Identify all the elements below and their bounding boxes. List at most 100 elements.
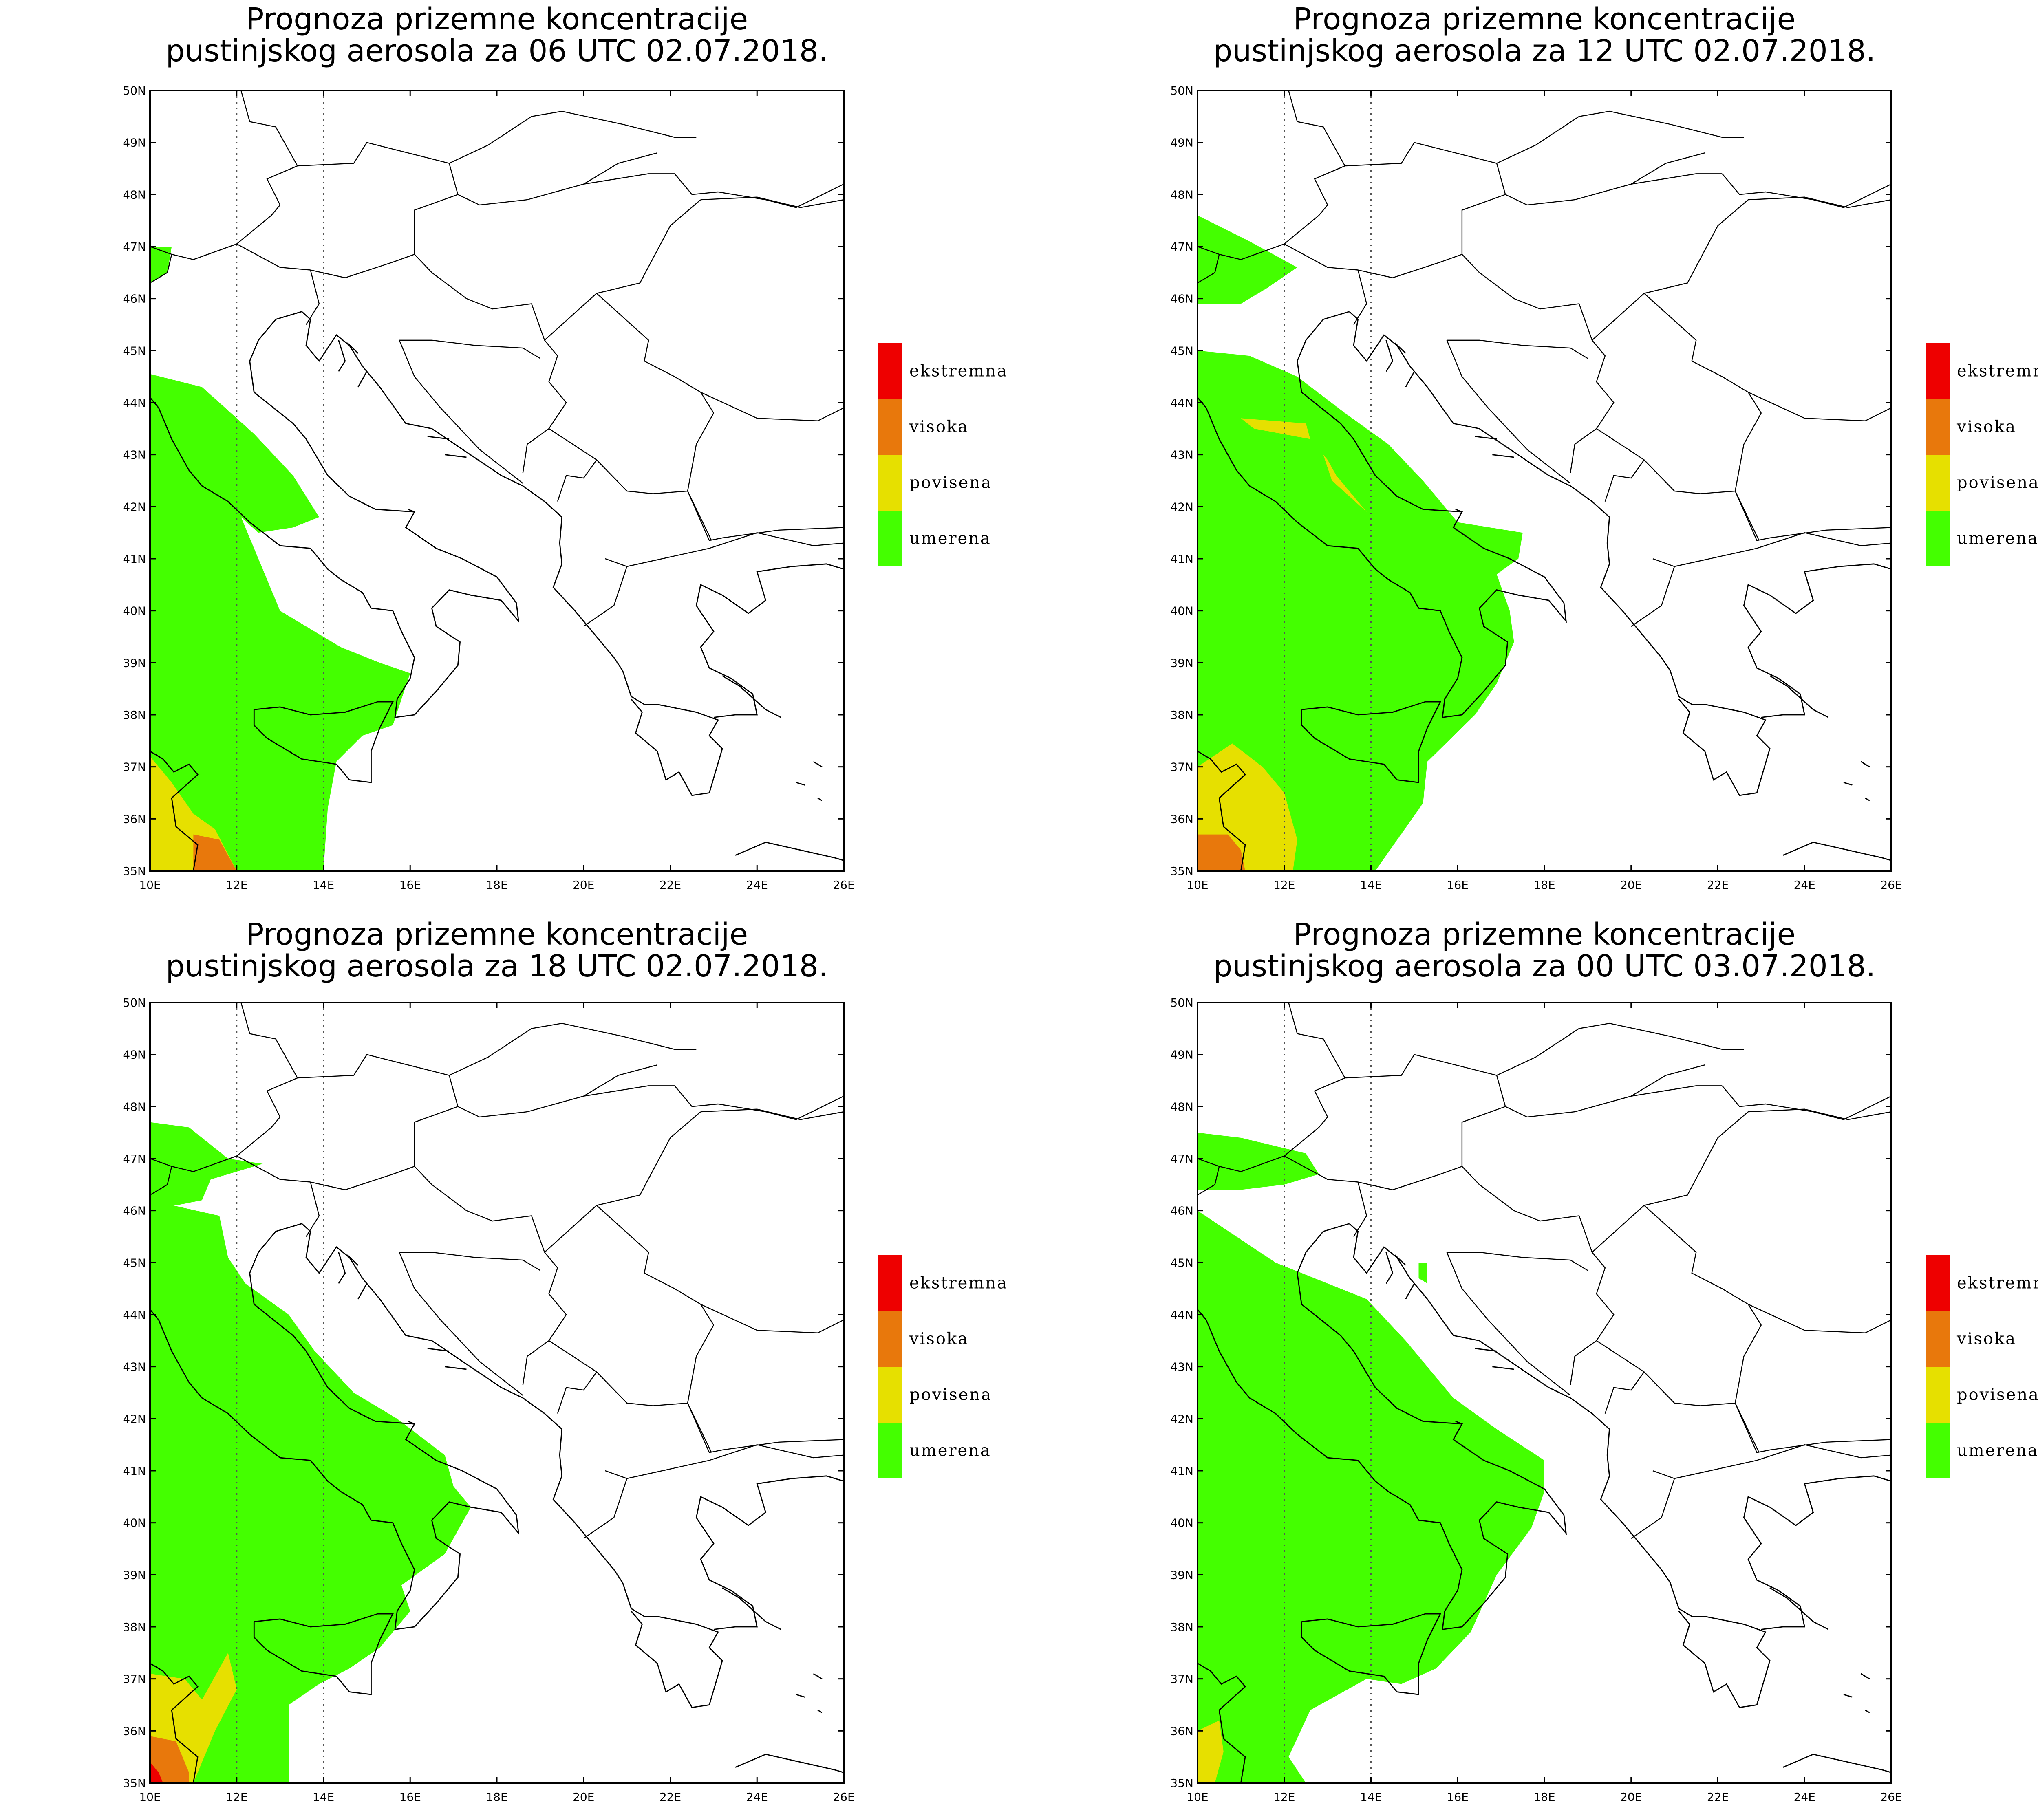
- x-tick-label: 12E: [1273, 1790, 1295, 1804]
- legend-swatch-ekstremna: [878, 1255, 902, 1311]
- coastline: [1385, 1252, 1394, 1284]
- coastline: [1743, 1475, 1891, 1630]
- y-tick-label: 42N: [123, 1412, 146, 1426]
- country-border: [1748, 196, 1891, 208]
- x-tick-label: 14E: [313, 878, 334, 892]
- y-tick-label: 41N: [1170, 552, 1193, 566]
- x-tick-label: 10E: [1187, 1790, 1208, 1804]
- country-border: [305, 270, 320, 325]
- legend: ekstremna visoka povisena umerena: [1926, 1255, 2038, 1478]
- coastline: [1405, 1283, 1415, 1300]
- x-tick-label: 14E: [1360, 1790, 1382, 1804]
- x-tick-label: 26E: [833, 1790, 854, 1804]
- forecast-panel-18utc: Prognoza prizemne koncentracijepustinjsk…: [123, 917, 1006, 1804]
- dust-area-visoka: [193, 834, 237, 871]
- y-tick-label: 40N: [1170, 1516, 1193, 1530]
- country-border: [1748, 392, 1891, 421]
- coastline: [1137, 1367, 1178, 1450]
- coastline: [89, 455, 130, 538]
- legend: ekstremna visoka povisena umerena: [1926, 343, 2038, 566]
- country-border: [1643, 293, 1762, 491]
- x-tick-label: 10E: [139, 878, 161, 892]
- y-tick-label: 39N: [123, 656, 146, 670]
- dust-area-umerena: [150, 247, 172, 283]
- country-border: [1652, 532, 1891, 567]
- x-tick-label: 26E: [833, 878, 854, 892]
- country-border: [240, 1003, 298, 1078]
- y-tick-label: 44N: [123, 396, 146, 410]
- dust-area-ekstremna: [150, 1762, 163, 1783]
- coastline: [338, 340, 346, 372]
- panel-title-line2: pustinjskog aerosola za 18 UTC 02.07.201…: [165, 949, 828, 984]
- y-tick-label: 48N: [1170, 188, 1193, 201]
- coastline: [1769, 675, 1829, 718]
- coastline: [253, 1613, 394, 1695]
- legend-label-umerena: umerena: [1957, 1441, 2038, 1460]
- panel-title-line1: Prognoza prizemne koncentracije: [1293, 2, 1795, 37]
- coastline: [1198, 1663, 1246, 1783]
- y-tick-label: 43N: [123, 1360, 146, 1374]
- legend-label-visoka: visoka: [909, 418, 969, 436]
- y-tick-label: 50N: [1170, 84, 1193, 97]
- y-tick-label: 42N: [1170, 1412, 1193, 1426]
- coastline: [1743, 563, 1891, 718]
- y-tick-label: 38N: [123, 1620, 146, 1634]
- legend-label-ekstremna: ekstremna: [1957, 362, 2038, 381]
- x-tick-label: 16E: [399, 1790, 421, 1804]
- country-border: [1447, 1252, 1588, 1271]
- y-tick-label: 35N: [1170, 1776, 1193, 1790]
- dust-area-povisena: [1198, 1720, 1224, 1783]
- y-tick-label: 35N: [123, 1776, 146, 1790]
- coastline: [427, 1348, 450, 1352]
- y-tick-label: 45N: [1170, 1256, 1193, 1269]
- legend-swatch-visoka: [878, 399, 902, 455]
- coastline: [150, 1663, 199, 1783]
- x-tick-label: 18E: [1533, 878, 1555, 892]
- legend-label-umerena: umerena: [909, 1441, 991, 1460]
- coastline: [1394, 342, 1406, 354]
- country-border: [1604, 459, 1645, 502]
- y-tick-label: 38N: [1170, 1620, 1193, 1634]
- coastline: [1301, 701, 1441, 783]
- country-border: [674, 173, 766, 201]
- legend-label-povisena: povisena: [1957, 1386, 2038, 1404]
- y-tick-label: 43N: [1170, 448, 1193, 462]
- legend-label-visoka: visoka: [909, 1330, 969, 1348]
- x-tick-label: 20E: [573, 878, 594, 892]
- x-tick-label: 22E: [659, 1790, 681, 1804]
- country-border: [1735, 491, 1891, 541]
- y-tick-label: 46N: [123, 292, 146, 306]
- country-border: [544, 199, 701, 341]
- coastline: [1198, 751, 1246, 871]
- country-border: [1353, 270, 1367, 325]
- x-tick-label: 12E: [1273, 878, 1295, 892]
- country-border: [700, 1108, 844, 1120]
- y-tick-label: 35N: [123, 864, 146, 878]
- x-tick-label: 14E: [1360, 878, 1382, 892]
- x-tick-label: 24E: [1794, 1790, 1815, 1804]
- x-tick-label: 12E: [226, 878, 247, 892]
- country-border: [449, 1022, 697, 1076]
- x-tick-label: 24E: [1794, 878, 1815, 892]
- x-tick-label: 10E: [139, 1790, 161, 1804]
- country-border: [431, 272, 567, 473]
- y-tick-label: 45N: [1170, 344, 1193, 357]
- y-tick-label: 46N: [1170, 1204, 1193, 1218]
- country-border: [414, 173, 675, 255]
- y-tick-label: 39N: [123, 1568, 146, 1582]
- legend-label-umerena: umerena: [1957, 529, 2038, 548]
- x-tick-label: 24E: [746, 878, 768, 892]
- coastline: [817, 1710, 823, 1713]
- y-tick-label: 45N: [123, 344, 146, 357]
- coastline: [722, 675, 781, 718]
- legend-label-povisena: povisena: [909, 1386, 992, 1404]
- country-border: [605, 1444, 844, 1479]
- y-tick-label: 40N: [123, 1516, 146, 1530]
- x-tick-label: 18E: [486, 1790, 507, 1804]
- map-area: [1137, 1003, 1891, 1783]
- x-tick-label: 20E: [1620, 878, 1642, 892]
- country-border: [399, 340, 523, 484]
- country-border: [765, 1095, 844, 1120]
- coastline: [1455, 509, 1462, 513]
- x-tick-label: 14E: [313, 1790, 334, 1804]
